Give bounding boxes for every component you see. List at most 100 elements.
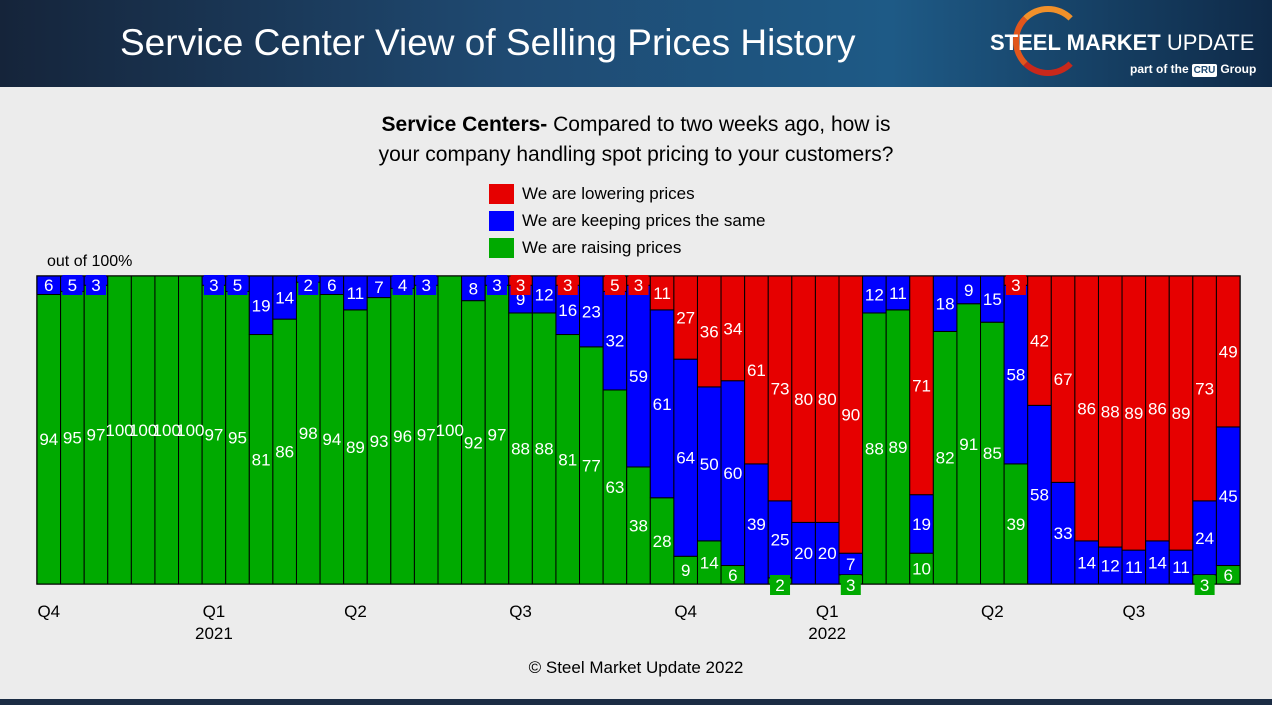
data-label: 45 bbox=[1219, 487, 1238, 506]
chart-title-line1: Service Centers- Compared to two weeks a… bbox=[381, 113, 891, 136]
data-label: 89 bbox=[1124, 404, 1143, 423]
data-label: 80 bbox=[794, 390, 813, 409]
data-label: 86 bbox=[1148, 399, 1167, 418]
data-label: 3 bbox=[1200, 576, 1209, 595]
bar-segment bbox=[1215, 275, 1241, 428]
data-label: 71 bbox=[912, 376, 931, 395]
legend-item-raising: We are raising prices bbox=[489, 234, 765, 261]
data-label-box bbox=[203, 275, 224, 295]
data-label: 39 bbox=[1006, 515, 1025, 534]
data-label-box bbox=[840, 575, 861, 595]
data-label: 2 bbox=[304, 276, 313, 295]
data-label: 11 bbox=[1172, 558, 1190, 577]
data-label: 14 bbox=[1077, 553, 1096, 572]
data-label: 3 bbox=[1011, 276, 1020, 295]
data-label: 80 bbox=[818, 390, 837, 409]
data-label: 73 bbox=[1195, 379, 1214, 398]
data-label: 27 bbox=[676, 309, 695, 328]
data-label: 7 bbox=[374, 278, 383, 297]
data-label: 3 bbox=[846, 576, 855, 595]
data-label: 11 bbox=[347, 284, 365, 303]
data-label: 9 bbox=[964, 281, 973, 300]
data-label: 50 bbox=[700, 455, 719, 474]
data-label: 89 bbox=[889, 438, 908, 457]
x-tick-label: Q4 bbox=[674, 602, 697, 621]
header-banner: Service Center View of Selling Prices Hi… bbox=[0, 0, 1272, 87]
data-label: 36 bbox=[700, 322, 719, 341]
data-label: 32 bbox=[605, 332, 624, 351]
data-label: 5 bbox=[233, 276, 242, 295]
data-label: 9 bbox=[516, 290, 525, 309]
data-label: 19 bbox=[252, 296, 271, 315]
data-label: 91 bbox=[959, 435, 978, 454]
data-label: 61 bbox=[653, 395, 672, 414]
data-label-box bbox=[1005, 275, 1026, 295]
data-label: 42 bbox=[1030, 332, 1049, 351]
x-tick-label: Q3 bbox=[509, 602, 532, 621]
legend: We are lowering prices We are keeping pr… bbox=[489, 180, 765, 261]
data-label: 23 bbox=[582, 302, 601, 321]
data-label: 88 bbox=[535, 439, 554, 458]
data-label: 86 bbox=[1077, 399, 1096, 418]
data-label: 24 bbox=[1195, 529, 1214, 548]
data-label: 100 bbox=[436, 421, 464, 440]
data-label: 39 bbox=[747, 515, 766, 534]
data-label: 97 bbox=[417, 426, 436, 445]
data-label: 77 bbox=[582, 456, 601, 475]
data-label: 94 bbox=[322, 430, 341, 449]
data-label: 9 bbox=[681, 561, 690, 580]
data-label: 81 bbox=[558, 450, 577, 469]
data-label-box bbox=[85, 275, 106, 295]
data-label: 100 bbox=[153, 421, 181, 440]
data-label: 89 bbox=[1172, 404, 1191, 423]
x-tick-label: Q2 bbox=[981, 602, 1004, 621]
data-label: 94 bbox=[39, 430, 58, 449]
data-label: 38 bbox=[629, 516, 648, 535]
x-year-label: 2022 bbox=[808, 624, 846, 643]
x-tick-label: Q1 bbox=[203, 602, 226, 621]
data-label: 3 bbox=[421, 276, 430, 295]
data-label: 85 bbox=[983, 444, 1002, 463]
data-label: 12 bbox=[535, 285, 554, 304]
data-label: 49 bbox=[1219, 342, 1238, 361]
data-label: 3 bbox=[563, 276, 572, 295]
data-label-box bbox=[628, 275, 649, 295]
data-label: 10 bbox=[912, 560, 931, 579]
data-label: 6 bbox=[44, 276, 53, 295]
chart-title-line2: your company handling spot pricing to yo… bbox=[378, 143, 894, 166]
data-label: 90 bbox=[841, 406, 860, 425]
data-label-box bbox=[510, 275, 531, 295]
x-tick-label: Q3 bbox=[1123, 602, 1146, 621]
x-tick-label: Q4 bbox=[37, 602, 60, 621]
data-label: 7 bbox=[846, 555, 855, 574]
logo-arc-icon bbox=[1013, 6, 1083, 76]
data-label: 88 bbox=[511, 439, 530, 458]
steel-market-update-logo: STEEL MARKET UPDATE part of the CRU Group bbox=[985, 6, 1265, 81]
data-label: 95 bbox=[228, 429, 247, 448]
data-label: 97 bbox=[488, 426, 507, 445]
data-label: 3 bbox=[209, 276, 218, 295]
data-label: 3 bbox=[634, 276, 643, 295]
data-label: 16 bbox=[558, 301, 577, 320]
data-label: 97 bbox=[204, 426, 223, 445]
data-label-box bbox=[392, 275, 413, 295]
data-label: 20 bbox=[794, 544, 813, 563]
legend-item-lowering: We are lowering prices bbox=[489, 180, 765, 207]
data-label-box bbox=[298, 275, 319, 295]
copyright-footer: © Steel Market Update 2022 bbox=[528, 658, 744, 677]
data-label: 82 bbox=[936, 449, 955, 468]
legend-item-same: We are keeping prices the same bbox=[489, 207, 765, 234]
data-label: 14 bbox=[275, 289, 294, 308]
data-label: 96 bbox=[393, 427, 412, 446]
data-label: 100 bbox=[176, 421, 204, 440]
bottom-bar bbox=[0, 699, 1272, 705]
data-label: 18 bbox=[936, 295, 955, 314]
data-label: 60 bbox=[723, 464, 742, 483]
data-label: 3 bbox=[492, 276, 501, 295]
data-label: 25 bbox=[771, 530, 790, 549]
data-label: 14 bbox=[1148, 553, 1167, 572]
data-label: 6 bbox=[1223, 566, 1232, 585]
data-label-box bbox=[486, 275, 507, 295]
data-label: 3 bbox=[91, 276, 100, 295]
